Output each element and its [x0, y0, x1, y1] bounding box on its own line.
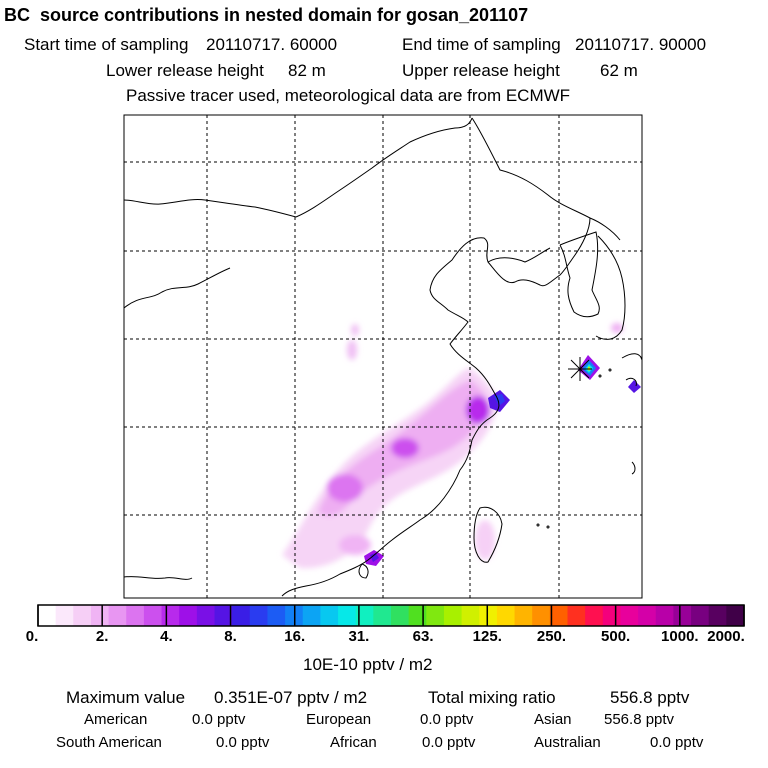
colorbar-swatch: [249, 605, 269, 626]
plume-north: [347, 340, 357, 360]
colorbar-swatch: [161, 605, 180, 626]
colorbar-swatch: [567, 605, 586, 626]
region-value: 0.0 pptv: [216, 734, 270, 751]
plume-taiwan: [475, 520, 495, 560]
colorbar: [37, 604, 745, 627]
colorbar-swatch: [302, 605, 321, 626]
colorbar-swatch: [602, 605, 622, 626]
colorbar-tick-label: 16.: [284, 628, 306, 645]
end-time-value: 20110717. 90000: [575, 35, 707, 54]
colorbar-swatch: [232, 605, 251, 626]
map-frame: [123, 114, 643, 599]
region-name: Asian: [534, 711, 572, 728]
region-value: 0.0 pptv: [422, 734, 476, 751]
colorbar-swatch: [479, 605, 498, 626]
region-value: 556.8 pptv: [604, 711, 675, 728]
colorbar-swatch: [391, 605, 410, 626]
colorbar-swatch: [38, 605, 57, 626]
tracer-note: Passive tracer used, meteorological data…: [126, 86, 571, 105]
total-mixing-label: Total mixing ratio: [428, 688, 556, 707]
colorbar-tick-label: 250.: [536, 628, 567, 645]
colorbar-swatch: [108, 605, 127, 626]
colorbar-frame: [37, 604, 745, 627]
colorbar-tick-label: 0.: [25, 628, 39, 645]
colorbar-swatch: [55, 605, 74, 626]
colorbar-swatch: [638, 605, 657, 626]
latlon-grid: [124, 115, 642, 598]
colorbar-unit: 10E-10 pptv / m2: [303, 655, 433, 674]
colorbar-swatch: [532, 605, 551, 626]
region-name: American: [84, 711, 148, 728]
colorbar-swatch: [673, 605, 692, 626]
region-value: 0.0 pptv: [650, 734, 704, 751]
colorbar-tick-label: 4.: [160, 628, 173, 645]
plume-core-1: [327, 474, 363, 502]
plume-core-2: [391, 438, 419, 458]
colorbar-swatch: [726, 605, 745, 626]
hotspot-japan: [628, 380, 641, 393]
max-value: 0.351E-07 pptv / m2: [214, 688, 368, 707]
colorbar-swatch: [338, 605, 357, 626]
region-name: Australian: [534, 734, 601, 751]
colorbar-tick-label: 1000.: [661, 628, 699, 645]
colorbar-swatch: [143, 605, 163, 626]
region-value: 0.0 pptv: [420, 711, 474, 728]
colorbar-swatch: [196, 605, 216, 626]
colorbar-swatch: [267, 605, 286, 626]
plume-core-3: [466, 396, 490, 424]
lower-release-value: 82 m: [288, 61, 326, 80]
colorbar-swatch: [514, 605, 533, 626]
max-value-label: Maximum value: [66, 688, 186, 707]
upper-release-label: Upper release height: [402, 61, 560, 80]
colorbar-swatch: [126, 605, 145, 626]
colorbar-swatch: [443, 605, 463, 626]
colorbar-tick-label: 2000.: [707, 628, 745, 645]
colorbar-swatch: [373, 605, 392, 626]
colorbar-tick-label: 63.: [412, 628, 434, 645]
colorbar-swatch: [426, 605, 445, 626]
plume-korea: [611, 323, 623, 333]
chart-title: BC source contributions in nested domain…: [4, 5, 529, 25]
colorbar-swatch: [179, 605, 198, 626]
colorbar-tick-label: 500.: [601, 628, 631, 645]
colorbar-swatch: [655, 605, 674, 626]
colorbar-swatch: [585, 605, 604, 626]
colorbar-swatch: [214, 605, 233, 626]
start-time-value: 20110717. 60000: [206, 35, 338, 54]
region-value: 0.0 pptv: [192, 711, 246, 728]
plume-north-2: [351, 324, 359, 336]
end-time-label: End time of sampling: [402, 35, 561, 54]
colorbar-swatch: [620, 605, 639, 626]
colorbar-swatch: [355, 605, 374, 626]
region-name: South American: [56, 734, 162, 751]
colorbar-tick-label: 125.: [472, 628, 502, 645]
receptor-marker: [568, 357, 592, 381]
colorbar-tick-label: 31.: [348, 628, 370, 645]
colorbar-swatch: [549, 605, 569, 626]
colorbar-swatch: [496, 605, 516, 626]
concentration-field: [282, 323, 641, 569]
region-name: European: [306, 711, 372, 728]
plume-south: [339, 535, 371, 555]
colorbar-swatch: [90, 605, 110, 626]
colorbar-swatch: [73, 605, 92, 626]
colorbar-swatch: [320, 605, 339, 626]
colorbar-swatch: [408, 605, 427, 626]
total-mixing-value: 556.8 pptv: [610, 688, 690, 707]
region-name: African: [330, 734, 377, 751]
lower-release-label: Lower release height: [106, 61, 264, 80]
colorbar-swatch: [461, 605, 480, 626]
colorbar-swatch: [691, 605, 710, 626]
colorbar-tick-label: 2.: [95, 628, 109, 645]
start-time-label: Start time of sampling: [24, 35, 189, 54]
upper-release-value: 62 m: [600, 61, 638, 80]
colorbar-tick-label: 8.: [224, 628, 237, 645]
colorbar-swatch: [708, 605, 727, 626]
